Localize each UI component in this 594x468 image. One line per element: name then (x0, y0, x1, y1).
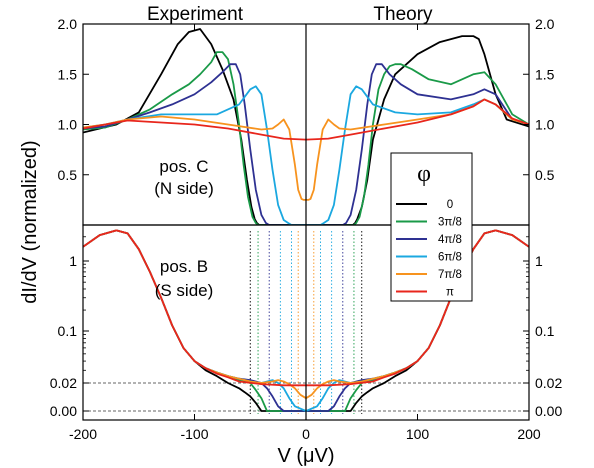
top-y-tick-label-right: 0.5 (535, 167, 555, 183)
top-curve-0 (83, 28, 529, 225)
legend-label-pi: π (446, 287, 454, 299)
bottom-y-tick-label-left: 0.00 (50, 403, 77, 419)
bottom-annotation-line1: pos. B (160, 257, 208, 276)
y-axis-title: dI/dV (normalized) (19, 140, 41, 303)
top-curve-4pi-over-8 (83, 63, 529, 225)
top-y-tick-label-right: 2.0 (535, 16, 555, 32)
x-tick-label: -100 (180, 426, 208, 442)
legend-title: φ (417, 161, 431, 187)
legend-label-3pi-over-8: 3π/8 (438, 217, 462, 229)
legend: φ 0 3π/8 4π/8 6π/8 7π/8 π (390, 152, 473, 302)
x-tick-label: -200 (69, 426, 97, 442)
x-tick-label: 100 (406, 426, 430, 442)
legend-box (390, 152, 473, 302)
bottom-y-tick-label-right: 1 (535, 253, 543, 269)
top-curve-pi (83, 98, 529, 141)
top-annotation-line1: pos. C (159, 157, 208, 176)
x-tick-label: 200 (517, 426, 541, 442)
top-curve-6pi-over-8 (83, 85, 529, 225)
legend-label-4pi-over-8: 4π/8 (438, 234, 462, 246)
top-y-tick-label-right: 1.5 (535, 66, 555, 82)
top-y-tick-label-left: 1.0 (58, 117, 78, 133)
x-tick-label: 0 (302, 426, 310, 442)
top-y-tick-label-right: 1.0 (535, 117, 555, 133)
top-curve-7pi-over-8 (83, 98, 529, 201)
top-annotation-line2: (N side) (154, 179, 214, 198)
top-curve-3pi-over-8 (83, 51, 529, 225)
bottom-y-tick-label-right: 0.02 (535, 375, 562, 391)
top-panel-curves (83, 28, 529, 225)
top-y-tick-label-left: 1.5 (58, 66, 78, 82)
axis-ticks: -200 -100 0 100 200 0.5 0.5 1.0 1.0 1.5 1.5 2.0 2.0 0… (50, 16, 563, 442)
top-y-tick-label-left: 0.5 (58, 167, 78, 183)
bottom-y-tick-label-right: 0.1 (535, 323, 555, 339)
experiment-title: Experiment (147, 4, 244, 25)
legend-label-6pi-over-8: 6π/8 (438, 252, 462, 264)
legend-label-7pi-over-8: 7π/8 (438, 269, 462, 281)
bottom-annotation-line2: (S side) (155, 281, 214, 300)
x-axis-title: V (μV) (277, 445, 334, 467)
bottom-y-tick-label-left: 0.1 (58, 323, 78, 339)
top-y-tick-label-left: 2.0 (58, 16, 78, 32)
bottom-y-tick-label-left: 1 (69, 253, 77, 269)
theory-title: Theory (373, 4, 433, 25)
bottom-y-tick-label-right: 0.00 (535, 403, 562, 419)
legend-label-0: 0 (447, 199, 453, 211)
bottom-y-tick-label-left: 0.02 (50, 375, 77, 391)
